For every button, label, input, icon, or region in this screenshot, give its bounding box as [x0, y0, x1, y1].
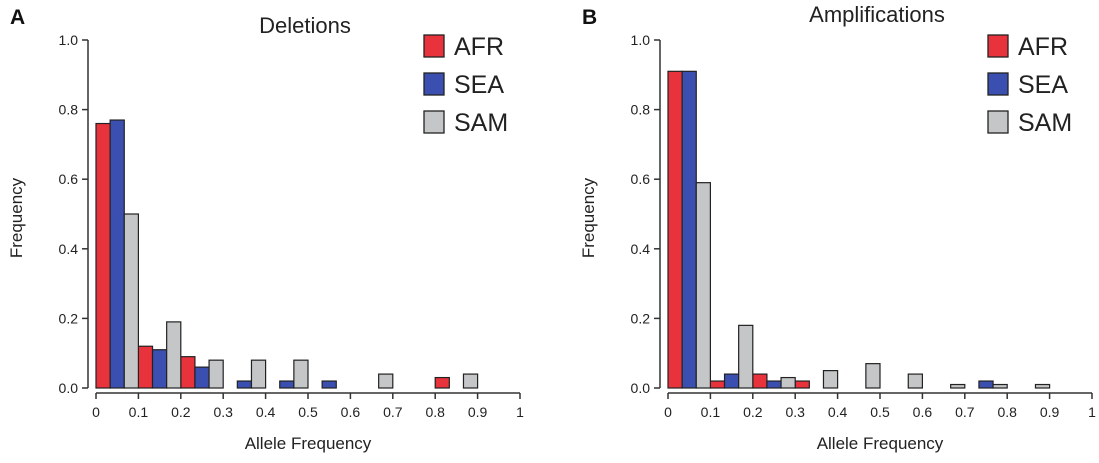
x-tick-label: 0.4	[256, 404, 276, 420]
x-tick-label: 1	[516, 404, 524, 420]
bar-afr-3	[794, 380, 810, 389]
bar-sam-4	[865, 363, 881, 389]
bar-sea-1	[723, 373, 740, 389]
bar-sam-1	[166, 321, 182, 389]
legend-swatch-sam	[987, 110, 1009, 134]
bar-sam-1	[738, 324, 754, 389]
chart-title: Amplifications	[809, 2, 945, 27]
x-tick-label: 0.8	[425, 404, 445, 420]
y-tick-label: 1.0	[59, 32, 79, 48]
bar-afr-2	[180, 356, 196, 389]
x-tick-label: 0.6	[341, 404, 361, 420]
x-tick-label: 0.2	[743, 404, 763, 420]
x-tick-label: 0.8	[997, 404, 1017, 420]
y-tick-label: 0.4	[631, 241, 651, 257]
bar-afr-0	[667, 70, 683, 389]
panel-deletions: A Deletions 0.0 0.2 0.4 0.6 0.8 1.0 0 0.1 0.2 0.3 0.…	[7, 6, 524, 453]
legend-label-sea: SEA	[454, 71, 504, 99]
y-tick-label: 0.8	[631, 102, 651, 118]
bar-sea-0	[109, 119, 125, 389]
bar-sam-6	[378, 373, 394, 389]
x-tick-label: 0.9	[468, 404, 488, 420]
panel-label: A	[10, 6, 25, 29]
y-tick-label: 0.2	[631, 310, 651, 326]
bar-afr-2	[752, 373, 768, 389]
x-tick-label: 0.2	[171, 404, 191, 420]
x-tick-label: 0.3	[213, 404, 233, 420]
x-tick-label: 0	[664, 404, 672, 420]
x-tick-label: 0.4	[828, 404, 848, 420]
bar-sea-1	[151, 349, 168, 389]
bar-sea-0	[681, 70, 697, 389]
bar-afr-0	[95, 122, 111, 389]
legend-label-sea: SEA	[1018, 71, 1068, 99]
bar-sam-8	[1034, 383, 1051, 389]
y-axis-label: Frequency	[579, 177, 598, 258]
bar-sea-3	[236, 380, 253, 389]
legend-label-afr: AFR	[1018, 33, 1068, 61]
x-axis-label: Allele Frequency	[245, 434, 372, 453]
y-tick-label: 1.0	[631, 32, 651, 48]
x-tick-label: 0	[92, 404, 100, 420]
bar-sea-4	[279, 380, 295, 389]
y-tick-label: 0.6	[631, 171, 651, 187]
x-tick-label: 0.5	[298, 404, 318, 420]
bar-afr-8	[434, 376, 450, 389]
bar-sam-3	[250, 359, 267, 389]
bar-sam-0	[123, 213, 140, 389]
panel-label: B	[582, 6, 597, 29]
bar-sea-2	[766, 380, 782, 389]
legend: AFR SEA SAM	[423, 33, 508, 137]
x-tick-label: 0.9	[1040, 404, 1060, 420]
bar-afr-1	[709, 380, 726, 389]
bar-sam-2	[208, 359, 224, 389]
x-tick-label: 0.5	[870, 404, 890, 420]
x-tick-label: 0.1	[701, 404, 721, 420]
bar-sam-8	[462, 373, 479, 389]
legend-label-sam: SAM	[454, 109, 508, 137]
legend-label-afr: AFR	[454, 33, 504, 61]
x-tick-label: 1	[1088, 404, 1096, 420]
y-axis-label: Frequency	[7, 177, 26, 258]
legend-swatch-afr	[423, 34, 445, 58]
y-tick-label: 0.0	[59, 380, 79, 396]
bar-sam-7	[992, 383, 1008, 389]
y-tick-label: 0.4	[59, 241, 79, 257]
x-tick-label: 0.7	[383, 404, 403, 420]
y-tick-label: 0.2	[59, 310, 79, 326]
legend-swatch-afr	[987, 34, 1009, 58]
panel-amplifications: B Amplifications 0.0 0.2 0.4 0.6 0.8 1.0 0 0.1 0.2…	[579, 2, 1096, 453]
bar-sea-7	[978, 380, 994, 389]
bar-sam-6	[950, 383, 966, 389]
legend-label-sam: SAM	[1018, 109, 1072, 137]
y-tick-label: 0.0	[631, 380, 651, 396]
bar-sam-5	[907, 373, 923, 389]
chart-title: Deletions	[259, 13, 351, 38]
x-tick-label: 0.6	[913, 404, 933, 420]
bar-sam-0	[695, 182, 711, 389]
x-tick-label: 0.1	[129, 404, 149, 420]
legend-swatch-sea	[423, 72, 445, 96]
bar-sea-5	[321, 380, 337, 389]
bar-sea-2	[194, 366, 210, 389]
bar-afr-1	[137, 345, 154, 389]
bar-sam-4	[293, 359, 309, 389]
x-tick-label: 0.7	[955, 404, 975, 420]
legend: AFR SEA SAM	[987, 33, 1072, 137]
x-axis-label: Allele Frequency	[817, 434, 944, 453]
legend-swatch-sam	[423, 110, 445, 134]
legend-swatch-sea	[987, 72, 1009, 96]
x-tick-label: 0.3	[785, 404, 805, 420]
bar-sam-3	[822, 370, 839, 389]
y-tick-label: 0.6	[59, 171, 79, 187]
y-tick-label: 0.8	[59, 102, 79, 118]
bar-sam-2	[780, 376, 796, 389]
